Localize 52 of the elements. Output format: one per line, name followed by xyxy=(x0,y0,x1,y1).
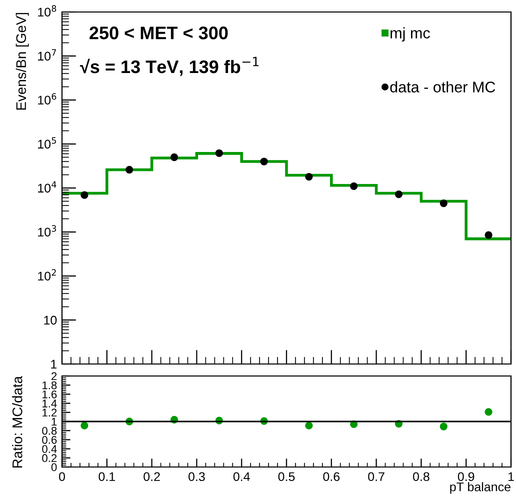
y-tick-label: 1 xyxy=(51,360,57,369)
point xyxy=(170,153,178,162)
x-tick-label: 0 xyxy=(59,472,65,482)
y-tick-label: 10$^{7}$ xyxy=(38,49,56,61)
annotation: √s = 13 TeV, 139 fb$^{−1}$ xyxy=(80,56,259,76)
y-tick-label: 10$^{3}$ xyxy=(38,225,56,237)
x-tick-label: 0.8 xyxy=(413,472,430,482)
y-tick-label: 1 xyxy=(52,418,57,426)
text: 250 < MET < 300 xyxy=(90,26,228,40)
y-tick-label: 0.8 xyxy=(42,426,57,435)
point xyxy=(260,158,268,166)
x-tick-label: 0.3 xyxy=(188,472,205,482)
y-tick-label: 1.2 xyxy=(42,408,57,416)
y-tick-label: 10 xyxy=(44,316,57,325)
y-axis-title: Ratio: MC/data xyxy=(12,376,22,468)
x-axis-title: pT balance xyxy=(450,482,510,494)
point xyxy=(350,182,358,190)
legend-label: mj mc xyxy=(390,27,430,42)
x-tick-label: 0.7 xyxy=(368,472,384,482)
x-tick-label: 0.6 xyxy=(323,472,340,482)
point xyxy=(305,172,313,181)
point xyxy=(305,422,313,430)
y-tick-label: 10$^{2}$ xyxy=(38,269,56,281)
x-tick-label: 0.2 xyxy=(144,472,160,482)
x-tick-label: 0.4 xyxy=(233,472,250,482)
y-tick-label: 2 xyxy=(52,372,57,380)
point xyxy=(80,191,88,199)
y-tick-label: 0.4 xyxy=(42,445,57,453)
y-tick-label: 0.6 xyxy=(42,436,57,444)
y-tick-label: 10$^{4}$ xyxy=(38,181,56,193)
y-tick-label: 1.8 xyxy=(42,381,57,390)
y-tick-label: 1.6 xyxy=(42,390,57,398)
x-tick-label: 0.9 xyxy=(458,472,474,482)
point xyxy=(484,408,492,416)
y-tick-label: 0 xyxy=(51,463,57,472)
point xyxy=(484,231,492,239)
y-tick-label: 1.4 xyxy=(42,400,57,408)
x-tick-label: 0.1 xyxy=(98,472,115,482)
point xyxy=(394,190,403,198)
y-tick-label: 10$^{8}$ xyxy=(38,5,56,17)
x-tick-label: 1 xyxy=(508,472,514,481)
point xyxy=(126,166,134,174)
point xyxy=(440,199,448,208)
y-tick-label: 10$^{6}$ xyxy=(38,93,56,105)
x-tick-label: 0.5 xyxy=(278,472,295,482)
point xyxy=(440,422,448,430)
point xyxy=(215,149,223,157)
y-tick-label: 0.2 xyxy=(42,454,57,462)
y-tick-label: 10$^{5}$ xyxy=(38,137,56,149)
y-axis-title: Evens/Bn [GeV] xyxy=(16,12,29,110)
legend-label: data - other MC xyxy=(390,81,496,92)
point xyxy=(80,422,88,430)
